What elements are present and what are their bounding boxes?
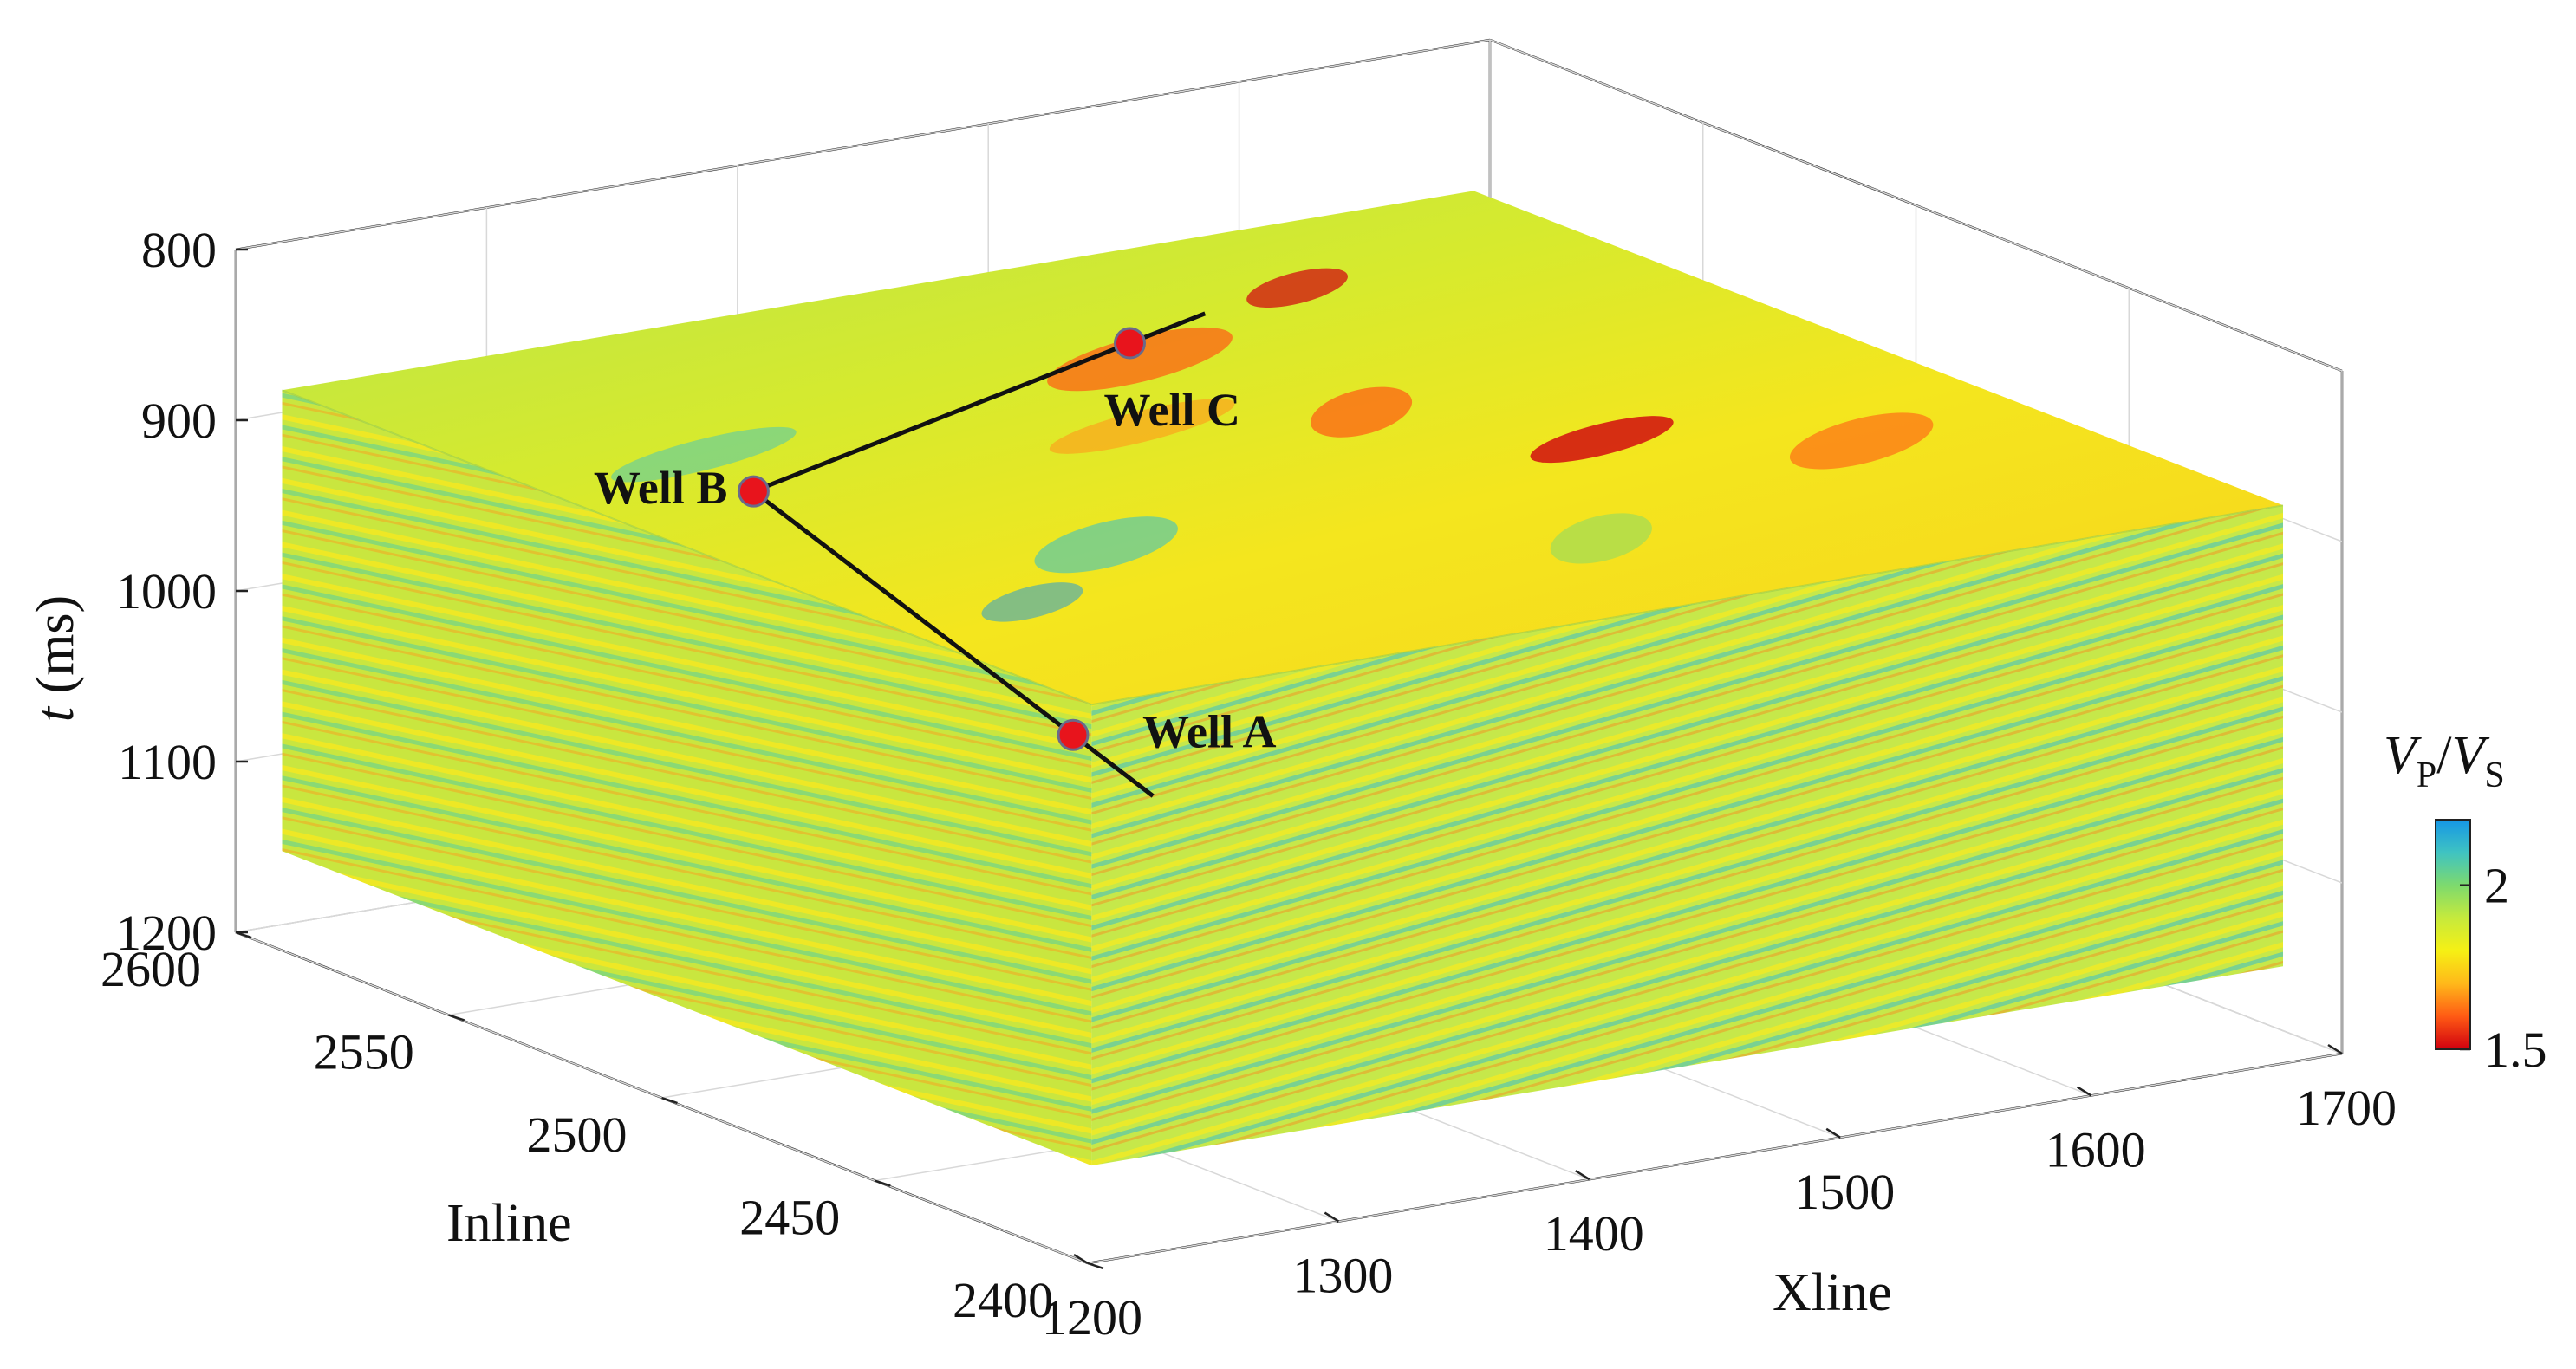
xline-tick-label: 1500 — [1794, 1164, 1895, 1220]
inline-tick-mark — [1087, 1262, 1104, 1270]
well-a-marker — [1057, 718, 1090, 751]
anomaly — [1550, 513, 1652, 564]
xline-tick-mark — [1324, 1211, 1340, 1223]
xline-tick-mark — [2327, 1043, 2343, 1055]
colorbar-title: VP/VS — [2384, 726, 2505, 795]
inline-tick-mark — [874, 1179, 891, 1187]
t-tick-label: 1100 — [118, 734, 217, 790]
well-b-label: Well B — [594, 462, 728, 514]
xline-tick-label: 1700 — [2296, 1080, 2397, 1136]
anomaly — [1047, 327, 1233, 392]
anomaly — [1246, 268, 1348, 308]
axis-ticks: 8009001000110012002400245025002550260012… — [101, 222, 2397, 1346]
t-axis-label: t (ms) — [26, 595, 85, 722]
well-path: Well A Well B Well C — [594, 311, 1277, 798]
inline-tick-label: 2500 — [527, 1106, 628, 1163]
well-b-marker — [737, 475, 770, 508]
seismic-volume — [282, 191, 2284, 1166]
colorbar-scale — [2435, 819, 2471, 1050]
xline-tick-label: 1200 — [1042, 1289, 1142, 1346]
top-face-anomalies — [611, 268, 1934, 622]
t-tick-label: 900 — [141, 393, 217, 449]
volume-xline-face — [1091, 505, 2283, 1166]
t-axis-variable: t — [26, 705, 85, 722]
inline-tick-label: 2600 — [101, 941, 201, 997]
volume-inline-face — [282, 390, 1092, 1166]
colorbar-tick-label: 2 — [2484, 858, 2509, 914]
colorbar: VP/VS 2 1.5 — [2384, 726, 2547, 1078]
colorbar-tick-label: 1.5 — [2484, 1022, 2547, 1078]
t-axis-unit: (ms) — [26, 595, 85, 707]
xline-axis-label: Xline — [1773, 1263, 1892, 1322]
inline-tick-mark — [448, 1014, 465, 1022]
well-c-marker — [1113, 327, 1146, 360]
inline-axis-label: Inline — [446, 1194, 572, 1253]
t-tick-label: 1000 — [116, 563, 217, 620]
anomaly — [1310, 386, 1413, 438]
volume-top-face — [282, 191, 2283, 705]
grid-line — [235, 39, 1491, 250]
xline-tick-label: 1400 — [1544, 1205, 1644, 1262]
xline-tick-label: 1600 — [2046, 1121, 2146, 1178]
t-tick-label: 800 — [141, 222, 217, 278]
inline-tick-label: 2550 — [314, 1024, 414, 1080]
xline-tick-label: 1300 — [1292, 1248, 1393, 1304]
well-a-label: Well A — [1142, 705, 1277, 757]
anomaly — [611, 426, 797, 483]
inline-tick-label: 2400 — [953, 1272, 1053, 1328]
anomaly — [1049, 399, 1235, 454]
well-c-label: Well C — [1103, 384, 1240, 436]
xline-tick-mark — [1825, 1127, 1841, 1139]
xline-tick-mark — [1073, 1253, 1089, 1265]
anomaly — [981, 582, 1083, 622]
inline-tick-label: 2450 — [739, 1190, 840, 1246]
xline-tick-mark — [2076, 1086, 2092, 1097]
inline-tick-mark — [661, 1096, 678, 1105]
anomaly — [1530, 416, 1674, 464]
inline-tick-mark — [235, 931, 252, 939]
anomaly — [1034, 516, 1178, 574]
grid-line — [1087, 1053, 2343, 1264]
xline-tick-mark — [1575, 1170, 1590, 1181]
t-tick-label: 1200 — [116, 905, 217, 961]
anomaly — [1789, 412, 1934, 470]
